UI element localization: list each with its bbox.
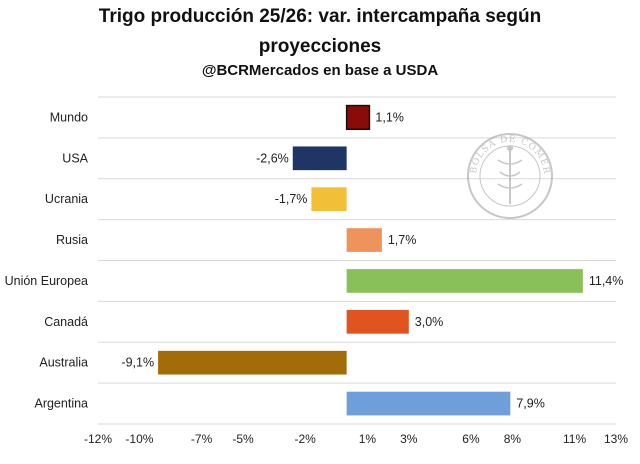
x-tick-label: 8% <box>504 432 522 446</box>
grid-lines <box>98 96 616 425</box>
chart-title-line-1: Trigo producción 25/26: var. intercampañ… <box>98 6 542 27</box>
category-label: Ucrania <box>45 192 88 206</box>
x-tick-label: 1% <box>359 432 377 446</box>
bar-ucrania <box>311 187 347 212</box>
chart-subtitle: @BCRMercados en base a USDA <box>201 62 439 79</box>
x-tick-label: 3% <box>400 432 418 446</box>
x-tick-label: -5% <box>232 432 254 446</box>
value-label: 3,0% <box>415 315 444 329</box>
category-label: Canadá <box>44 315 88 329</box>
value-label: -9,1% <box>121 356 154 370</box>
category-label: USA <box>62 151 88 165</box>
x-tick-label: 13% <box>604 432 628 446</box>
category-labels: Mundo USA Ucrania Rusia Unión Europea Canadá A… <box>5 110 89 410</box>
value-labels: 1,1% -2,6% -1,7% 1,7% 11,4% 3,0% -9,1% 7,9% <box>121 110 623 410</box>
value-label: 1,7% <box>388 233 417 247</box>
x-tick-label: 6% <box>462 432 480 446</box>
bar-argentina <box>346 391 511 416</box>
category-label: Rusia <box>56 233 88 247</box>
bars <box>158 104 583 416</box>
bar-canadá <box>346 309 409 334</box>
value-label: 11,4% <box>589 274 624 288</box>
category-label: Australia <box>39 356 88 370</box>
bar-rusia <box>346 228 382 252</box>
bcr-seal-watermark: BOLSA DE COMERCIO DE ROSARIO <box>0 0 553 219</box>
value-label: 1,1% <box>375 110 404 124</box>
value-label: 7,9% <box>516 397 545 411</box>
x-tick-label: 11% <box>563 432 586 446</box>
x-axis-tick-labels: -12% -10% -7% -5% -2% 1% 3% 6% 8% 11% 13% <box>84 432 628 446</box>
value-label: -2,6% <box>256 151 289 165</box>
svg-text:BOLSA DE COMERCIO DE ROSARIO: BOLSA DE COMERCIO DE ROSARIO <box>0 0 551 175</box>
category-label: Mundo <box>50 110 88 124</box>
category-label: Unión Europea <box>5 274 88 288</box>
bar-mundo <box>345 104 371 131</box>
x-tick-label: -12% <box>84 432 112 446</box>
bar-usa <box>292 146 347 171</box>
value-label: -1,7% <box>275 192 308 206</box>
bar-unión-europea <box>346 269 583 293</box>
chart-title-line-2: proyecciones <box>258 36 382 57</box>
x-tick-label: -7% <box>191 432 213 446</box>
x-tick-label: -10% <box>125 432 153 446</box>
category-label: Argentina <box>34 397 88 411</box>
x-tick-label: -2% <box>295 432 317 446</box>
bar-australia <box>158 350 347 375</box>
